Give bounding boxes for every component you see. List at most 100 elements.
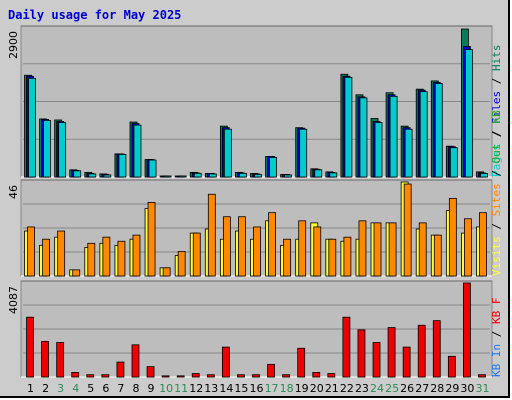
sites-bar [87,242,96,277]
day-label: 19 [295,382,309,395]
kb-f-bar [71,372,80,378]
kb-f-bar [101,374,110,378]
pages-bar [254,174,262,178]
day-label: 21 [325,382,339,395]
legend-entry: KB [490,304,503,324]
sites-bar [373,222,382,277]
sites-bar [162,267,171,277]
sites-bar [222,216,231,277]
day-label: 29 [445,382,459,395]
panel-1-scale-label: 2900 [7,31,20,59]
kb-f-bar [221,346,230,378]
pages-bar [133,124,142,178]
legend-entry: Files [490,84,503,124]
kb-f-bar [116,361,125,378]
day-label: 26 [400,382,414,395]
sites-bar [57,230,66,277]
sites-bar [102,236,111,277]
kb-f-bar [297,347,306,378]
sites-bar [283,238,292,277]
sites-bar [72,269,81,277]
kb-f-bar [206,374,215,378]
pages-bar [103,174,112,178]
sites-bar [268,212,276,277]
legend-entry: Sites [490,177,503,217]
pages-bar [419,91,428,178]
pages-bar [329,172,338,178]
day-label: 4 [72,382,79,395]
sites-bar [27,226,35,277]
sites-bar [177,251,186,277]
sites-bar [358,220,367,277]
legend-entry: KB [490,110,503,124]
pages-bar [118,153,127,178]
kb-f-bar [463,282,471,378]
chart-title: Daily usage for May 2025 [8,8,181,22]
pages-bar [163,175,172,178]
kb-f-bar [387,327,396,378]
kb-f-bar [86,374,95,378]
pages-bar [284,174,293,178]
day-label: 25 [385,382,399,395]
pages-bar [88,173,97,178]
kb-f-bar [372,342,381,378]
sites-bar [132,234,141,277]
day-label: 9 [148,382,155,395]
sites-bar [147,202,156,277]
kb-f-bar [191,373,200,378]
day-label: 22 [340,382,354,395]
kb-f-bar [478,374,486,378]
day-label: 24 [370,382,384,395]
sites-bar [117,240,126,277]
pages-bar [434,83,443,178]
kb-f-bar [447,355,456,378]
kb-f-bar [237,374,245,378]
day-label: 15 [234,382,248,395]
day-label: 7 [117,382,124,395]
kb-f-bar [282,374,291,378]
day-label: 13 [204,382,218,395]
pages-bar [480,173,488,178]
pages-bar [58,122,67,178]
pages-bar [269,157,277,178]
panel-2-scale-label: 46 [7,185,20,199]
sites-bar [448,197,457,277]
pages-bar [148,159,157,178]
kb-f-bar [26,316,34,378]
legend-entry: / [490,216,503,229]
kb-f-bar [252,374,260,378]
day-label: 10 [159,382,173,395]
pages-bar [359,97,368,178]
kb-f-bar [312,372,321,378]
sites-bar [343,236,352,277]
kb-f-bar [41,340,49,378]
pages-bar [449,147,458,178]
pages-bar [43,120,51,178]
kb-f-bar [327,373,336,378]
legend-entry: / [490,71,503,84]
pages-bar [208,173,217,178]
sites-bar [192,232,201,277]
sites-bar [253,226,261,277]
sites-bar [328,238,337,277]
legend-entry: Hits [490,45,503,72]
day-label: 18 [280,382,294,395]
sites-bar [403,183,412,277]
sites-bar [464,218,472,277]
day-label: 1 [27,382,34,395]
pages-bar [178,175,187,178]
pages-bar [28,77,36,178]
legend-entry: / [490,124,503,137]
pages-bar [465,49,473,178]
panel-1-legend: Pages / Files / Hits [490,45,503,178]
pages-bar [314,169,323,178]
pages-bar [239,173,247,178]
day-label: 12 [189,382,203,395]
legend-entry: In [490,337,503,357]
day-label: 31 [475,382,489,395]
sites-bar [238,216,246,277]
sites-bar [42,238,50,277]
legend-entry: Pages [490,137,503,177]
sites-bar [388,222,397,277]
